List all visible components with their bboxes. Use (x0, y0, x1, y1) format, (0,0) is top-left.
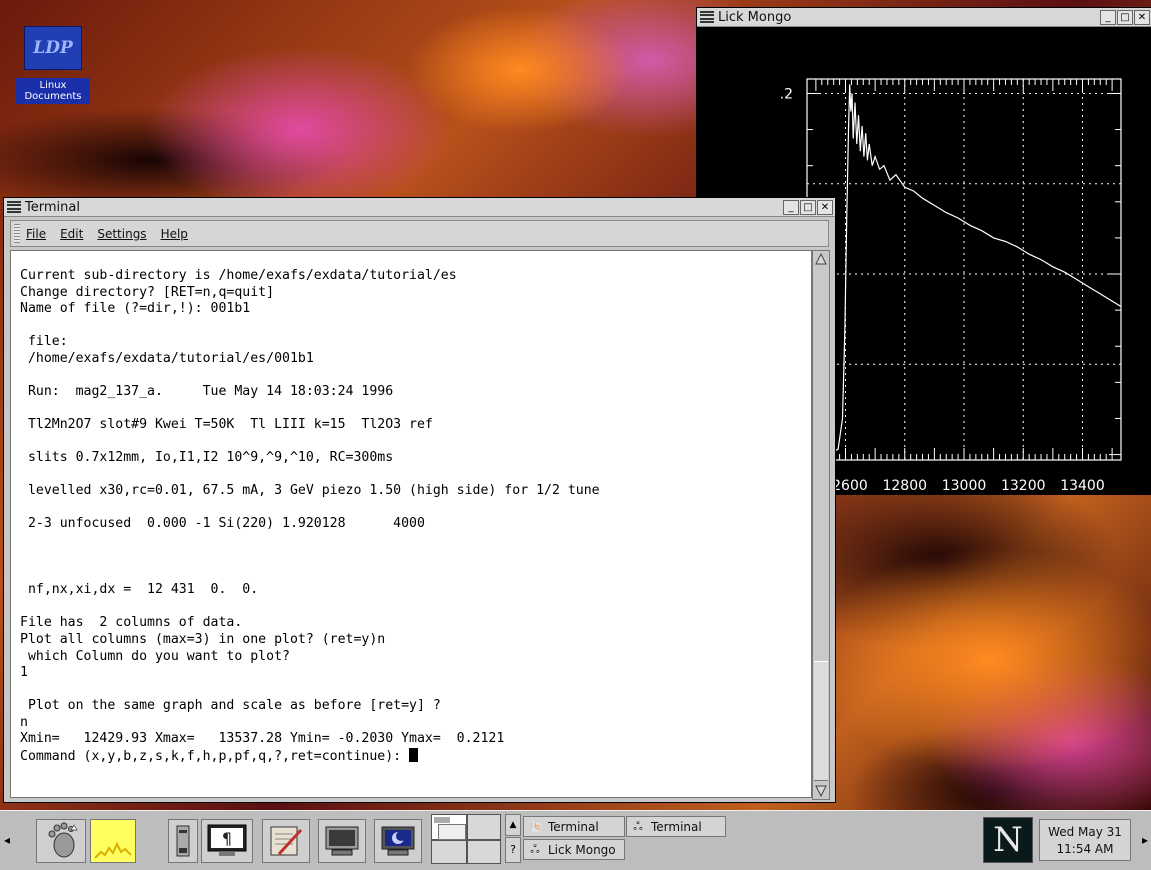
desktop-icon-linux-documents[interactable]: LDP Linux Documents (8, 26, 98, 104)
terminal-output: Current sub-directory is /home/exafs/exd… (20, 268, 600, 747)
window-title: Terminal (25, 199, 80, 215)
netscape-n-icon: N (993, 820, 1023, 860)
plot-frame (806, 78, 1122, 461)
netscape-throbber-button[interactable]: N (983, 817, 1033, 863)
terminal-menubar: File Edit Settings Help (10, 220, 829, 247)
pager-desktop-3[interactable] (431, 840, 467, 864)
lick-mongo-titlebar[interactable]: Lick Mongo _ □ ✕ (697, 8, 1151, 27)
scroll-down-arrow-icon[interactable] (814, 784, 828, 798)
clock-date: Wed May 31 (1048, 825, 1122, 839)
ldp-logo-icon: LDP (24, 26, 82, 70)
terminal-prompt: Command (x,y,b,z,s,k,f,h,p,pf,q,?,ret=co… (20, 748, 410, 764)
pager-desktop-4[interactable] (467, 840, 501, 864)
task-label: Terminal (548, 819, 599, 834)
clock-time: 11:54 AM (1056, 842, 1114, 856)
terminal-task-icon: 🐚 (528, 819, 543, 834)
menubar-grip-handle[interactable] (14, 224, 20, 243)
terminal-output-area[interactable]: Current sub-directory is /home/exafs/exd… (10, 250, 812, 798)
task-button-terminal-2[interactable]: ஃ Terminal (626, 816, 726, 837)
panel-hide-right-button[interactable]: ▸ (1141, 833, 1149, 847)
task-button-terminal-1[interactable]: 🐚 Terminal (523, 816, 625, 837)
pager-help-button[interactable]: ? (505, 837, 521, 863)
scrollbar-thumb[interactable] (814, 661, 828, 781)
maximize-button[interactable]: □ (1117, 9, 1133, 25)
gnome-foot-menu-button[interactable] (36, 819, 86, 863)
minimize-button[interactable]: _ (1100, 9, 1116, 25)
workspace-pager[interactable] (431, 814, 501, 864)
desktop-icon-label: Linux Documents (16, 78, 90, 104)
system-monitor-button[interactable] (168, 819, 198, 863)
desktop-icon-label-line1: Linux (39, 80, 67, 91)
pager-desktop-2[interactable] (467, 814, 501, 840)
computer-tower-icon (176, 825, 190, 857)
menu-file[interactable]: File (26, 226, 47, 241)
text-cursor (409, 747, 419, 762)
minimize-button[interactable]: _ (783, 199, 799, 215)
desktop-icon-label-line2: Documents (24, 91, 82, 102)
gnome-panel: ◂ ▸ ¶ (0, 810, 1151, 870)
x-tick-label: 13400 (1060, 478, 1105, 494)
gnome-foot-task-icon: ஃ (633, 818, 643, 833)
task-button-lick-mongo[interactable]: ஃ Lick Mongo (523, 839, 625, 860)
terminal-launcher[interactable] (318, 819, 366, 863)
notepad-pencil-icon (270, 826, 303, 856)
data-series-line (810, 84, 1122, 456)
window-menu-icon[interactable] (700, 11, 714, 23)
close-button[interactable]: ✕ (1134, 9, 1150, 25)
window-menu-icon[interactable] (7, 201, 21, 213)
terminal-scrollbar[interactable] (812, 250, 830, 800)
panel-hide-left-button[interactable]: ◂ (3, 833, 11, 847)
menu-edit[interactable]: Edit (60, 226, 84, 241)
menu-help[interactable]: Help (160, 226, 188, 241)
svg-text:¶: ¶ (222, 829, 232, 848)
netscape-launcher[interactable] (374, 819, 422, 863)
monitor-foot-icon: ¶ (207, 824, 247, 856)
terminal-window: Terminal _ □ ✕ File Edit Settings Help C… (3, 197, 836, 803)
gnome-foot-task-icon: ஃ (530, 841, 540, 856)
pager-scroll-up-button[interactable]: ▲ (505, 814, 521, 836)
x-tick-label: 13200 (1001, 478, 1046, 494)
load-graph-icon (94, 841, 132, 859)
window-title: Lick Mongo (718, 9, 792, 25)
pager-desktop-1[interactable] (431, 814, 467, 840)
close-button[interactable]: ✕ (817, 199, 833, 215)
y-tick-label: .2 (780, 86, 793, 102)
scroll-up-arrow-icon[interactable] (814, 252, 828, 266)
terminal-titlebar[interactable]: Terminal _ □ ✕ (4, 198, 835, 217)
maximize-button[interactable]: □ (800, 199, 816, 215)
gnome-foot-icon (48, 822, 78, 858)
terminal-monitor-icon (325, 826, 359, 856)
gnome-help-button[interactable]: ¶ (201, 819, 253, 863)
cpu-load-monitor[interactable] (90, 819, 136, 863)
clock-applet[interactable]: Wed May 31 11:54 AM (1039, 819, 1131, 861)
x-tick-label: 13000 (942, 478, 987, 494)
menu-settings[interactable]: Settings (97, 226, 147, 241)
monitor-moon-icon (381, 826, 415, 856)
task-label: Terminal (651, 819, 702, 834)
x-tick-label: 12800 (882, 478, 927, 494)
task-label: Lick Mongo (548, 842, 616, 857)
text-editor-launcher[interactable] (262, 819, 310, 863)
